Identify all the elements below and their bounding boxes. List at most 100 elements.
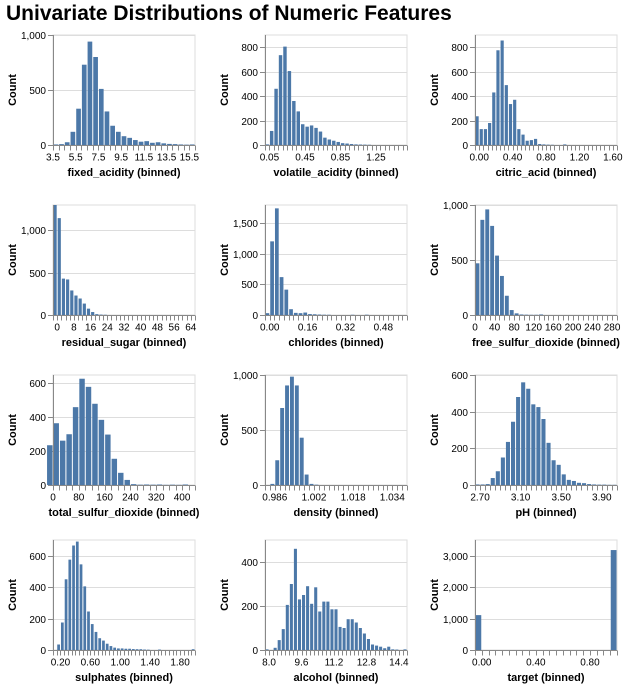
histogram-bar — [349, 144, 354, 145]
y-tick-label: 600 — [451, 371, 468, 382]
x-tick-label: 240 — [584, 323, 601, 334]
y-tick-label: 800 — [241, 43, 258, 54]
histogram-bar — [139, 649, 143, 650]
histogram-target: 0 1,000 2,000 3,000 0.00 0.40 0.80 target (binn… — [429, 539, 618, 684]
y-tick-label: 500 — [29, 86, 46, 97]
histogram-bar — [191, 649, 195, 650]
histogram-bar — [92, 403, 98, 485]
histogram-bar — [480, 219, 485, 315]
histogram-bar — [326, 601, 330, 650]
histogram-total-sulfur-dioxide: 0 200 400 600 0 80 160 240 320 400 total_sulfur_di… — [7, 374, 200, 519]
x-tick-label: 56 — [169, 323, 181, 334]
y-tick-label: 500 — [241, 280, 258, 291]
histogram-bar — [525, 140, 529, 145]
histogram-bar — [81, 64, 87, 145]
histogram-bar — [592, 484, 597, 485]
histogram-bar — [475, 263, 480, 315]
y-tick-label: 200 — [451, 117, 468, 128]
x-tick-label: 1.034 — [380, 493, 405, 504]
y-axis-title: Count — [7, 244, 19, 276]
x-tick-label: 14.4 — [389, 658, 409, 669]
x-axis-title: residual_sugar (binned) — [62, 337, 187, 349]
histogram-bar — [91, 312, 95, 315]
x-tick-label: 1.25 — [366, 153, 386, 164]
histogram-bar — [354, 144, 358, 145]
x-tick-label: 0.60 — [81, 658, 101, 669]
histogram-bar — [301, 124, 305, 145]
x-tick-label: 160 — [96, 493, 113, 504]
histogram-alcohol: 0 200 400 8.0 9.6 11.2 12.8 14.4 alcohol (binned… — [219, 539, 409, 684]
histogram-bar — [511, 421, 516, 485]
x-tick-label: 48 — [152, 323, 164, 334]
histogram-bar — [87, 41, 93, 145]
y-tick-label: 200 — [241, 117, 258, 128]
x-tick-label: 120 — [525, 323, 542, 334]
histogram-bar — [517, 129, 521, 145]
histogram-bar — [488, 123, 492, 145]
histogram-bar — [294, 385, 299, 485]
histogram-bar — [72, 545, 75, 650]
y-axis-title: Count — [219, 74, 231, 106]
histogram-bar — [79, 378, 85, 485]
y-tick-label: 0 — [40, 646, 46, 657]
y-axis-title: Count — [429, 414, 441, 446]
histogram-bar — [289, 376, 294, 485]
y-tick-label: 2,000 — [443, 583, 468, 594]
x-tick-label: 0.40 — [526, 658, 546, 669]
y-tick-label: 800 — [451, 43, 468, 54]
y-tick-label: 600 — [29, 552, 46, 563]
x-tick-label: 3.50 — [551, 493, 571, 504]
histogram-bar — [538, 144, 542, 145]
histogram-bar — [480, 484, 485, 485]
y-tick-label: 0 — [40, 481, 46, 492]
histogram-bar — [314, 127, 318, 145]
histogram-bar — [85, 386, 92, 485]
histogram-bar — [182, 484, 189, 485]
x-tick-label: 0 — [54, 323, 60, 334]
histogram-bar — [111, 458, 118, 485]
histogram-bar — [57, 218, 61, 315]
histogram-bar — [322, 601, 326, 650]
x-tick-label: 240 — [122, 493, 139, 504]
histogram-bar — [283, 46, 287, 145]
y-tick-label: 1,500 — [233, 219, 258, 230]
x-axis-title: citric_acid (binned) — [496, 167, 597, 179]
histogram-bar — [519, 314, 524, 315]
histogram-bar — [138, 141, 144, 145]
histogram-bar — [68, 559, 72, 650]
histogram-bar — [57, 644, 60, 650]
x-tick-label: 0.80 — [536, 153, 556, 164]
histogram-bar — [516, 397, 521, 485]
histogram-bar — [277, 640, 281, 650]
x-tick-label: 11.5 — [135, 153, 154, 164]
histogram-bar — [83, 586, 87, 650]
y-axis-title: Count — [7, 579, 19, 611]
histogram-bar — [541, 419, 546, 485]
histogram-bar — [340, 143, 345, 145]
histogram-bar — [358, 628, 362, 650]
histogram-bar — [87, 611, 90, 650]
x-tick-label: 1.20 — [570, 153, 590, 164]
x-axis-title: pH (binned) — [515, 507, 576, 519]
histogram-bar — [270, 241, 274, 315]
histogram-bar — [135, 649, 139, 650]
histogram-bar — [505, 441, 510, 485]
x-tick-label: 80 — [73, 493, 85, 504]
histogram-bar — [47, 445, 53, 485]
y-tick-label: 1,000 — [233, 371, 258, 382]
x-tick-label: 2.70 — [470, 493, 490, 504]
y-tick-label: 200 — [29, 615, 46, 626]
histogram-bar — [130, 484, 137, 485]
x-tick-label: 7.5 — [91, 153, 105, 164]
histogram-bar — [533, 138, 538, 145]
histogram-bar — [64, 579, 68, 650]
histogram-bar — [308, 314, 312, 315]
y-tick-label: 0 — [462, 311, 468, 322]
x-tick-label: 280 — [604, 323, 621, 334]
histogram-bar — [521, 382, 526, 485]
histogram-bar — [495, 471, 500, 485]
x-tick-label: 0.20 — [51, 658, 71, 669]
histogram-bar — [66, 434, 72, 485]
